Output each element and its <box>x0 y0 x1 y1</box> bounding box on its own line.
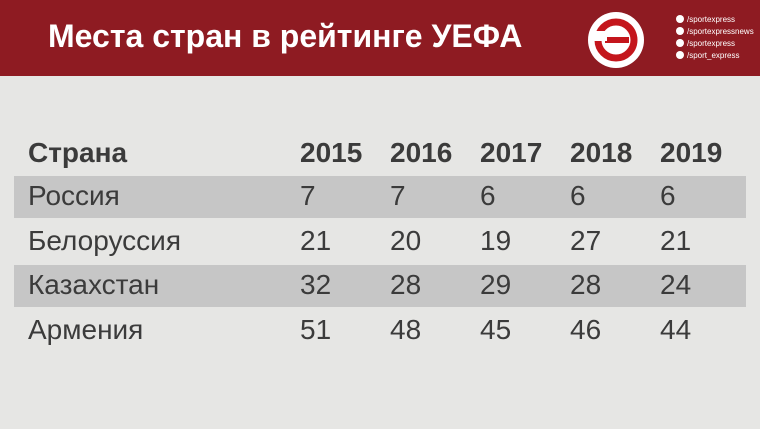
column-header: 2017 <box>480 137 543 168</box>
social-item: /sportexpressnews <box>676 25 760 37</box>
rank-cell: 7 <box>300 180 316 211</box>
rank-cell: 28 <box>570 269 602 300</box>
rank-cell: 48 <box>390 313 422 345</box>
logo <box>588 12 644 68</box>
row-band <box>14 176 746 218</box>
social-item: /sport_express <box>676 49 760 61</box>
country-name: Россия <box>28 180 120 211</box>
social-handle: /sport_express <box>687 50 740 60</box>
rank-cell: 6 <box>570 180 586 211</box>
rank-cell: 21 <box>660 224 692 256</box>
social-icon <box>676 39 684 47</box>
rank-cell: 32 <box>300 269 332 300</box>
column-header: 2019 <box>660 137 723 168</box>
rank-cell: 28 <box>390 269 422 300</box>
rank-cell: 24 <box>660 269 692 300</box>
country-name: Армения <box>28 313 144 345</box>
social-handle: /sportexpress <box>687 14 736 24</box>
country-name: Казахстан <box>28 269 160 300</box>
rank-cell: 29 <box>480 269 512 300</box>
social-item: /sportexpress <box>676 37 760 49</box>
rank-cell: 46 <box>570 313 602 345</box>
social-icon <box>676 15 684 23</box>
social-item: /sportexpress <box>676 13 760 25</box>
column-header: 2018 <box>570 137 633 168</box>
title: Места стран в рейтинге УЕФА <box>48 18 523 54</box>
column-header: 2016 <box>390 137 453 168</box>
column-header: Страна <box>28 137 128 168</box>
country-name: Белоруссия <box>28 224 181 256</box>
social-icon <box>676 51 684 59</box>
social-icon <box>676 27 684 35</box>
social-handle: /sportexpress <box>687 38 736 48</box>
rank-cell: 27 <box>570 224 602 256</box>
rank-cell: 51 <box>300 313 332 345</box>
rank-cell: 21 <box>300 224 332 256</box>
rank-cell: 44 <box>660 313 692 345</box>
column-header: 2015 <box>300 137 363 168</box>
row-band <box>14 265 746 307</box>
social-handle: /sportexpressnews <box>687 26 754 36</box>
rank-cell: 7 <box>390 180 406 211</box>
rank-cell: 19 <box>480 224 512 256</box>
rank-cell: 6 <box>660 180 676 211</box>
social-list: /sportexpress/sportexpressnews/sportexpr… <box>676 13 760 61</box>
rank-cell: 6 <box>480 180 496 211</box>
rank-cell: 20 <box>390 224 422 256</box>
rank-cell: 45 <box>480 313 512 345</box>
